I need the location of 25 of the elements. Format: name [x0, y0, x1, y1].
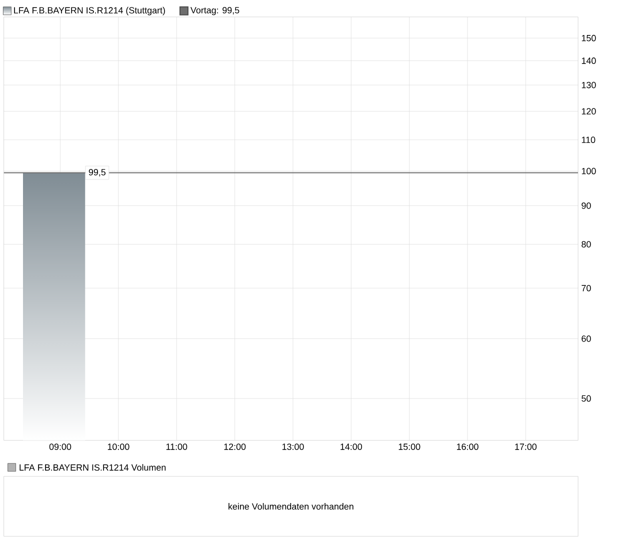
text: LFA F.B.BAYERN IS.R1214 Volumen [20, 464, 166, 471]
y-tick-label: 150 [582, 34, 596, 42]
y-tick-label: 100 [582, 168, 596, 174]
legend-label: LFA F.B.BAYERN IS.R1214 (Stuttgart) [14, 6, 165, 16]
y-tick-label: 50 [582, 395, 591, 402]
y-tick-label: 80 [582, 240, 591, 248]
y-tick-label: 90 [582, 202, 591, 209]
x-tick-label: 17:00 [515, 443, 537, 450]
x-tick-label: 13:00 [282, 443, 304, 450]
x-tick-label: 16:00 [457, 443, 478, 450]
x-tick-label: 11:00 [166, 443, 188, 450]
y-tick-label: 60 [582, 335, 591, 342]
y-tick-label: 110 [582, 136, 596, 143]
text: keine Volumendaten vorhanden [228, 502, 354, 510]
y-tick-label: 140 [582, 57, 596, 64]
x-tick-label: 10:00 [108, 443, 130, 450]
y-tick-label: 70 [582, 284, 591, 292]
x-tick-label: 15:00 [398, 443, 420, 450]
x-tick-label: 12:00 [224, 443, 246, 450]
y-tick-label: 130 [582, 82, 596, 88]
x-tick-label: 09:00 [49, 443, 72, 450]
legend-label: Vortag: 99,5 [190, 6, 240, 16]
x-tick-label: 14:00 [340, 443, 362, 450]
y-tick-label: 120 [582, 108, 596, 114]
data-label: 99,5 [88, 168, 106, 176]
